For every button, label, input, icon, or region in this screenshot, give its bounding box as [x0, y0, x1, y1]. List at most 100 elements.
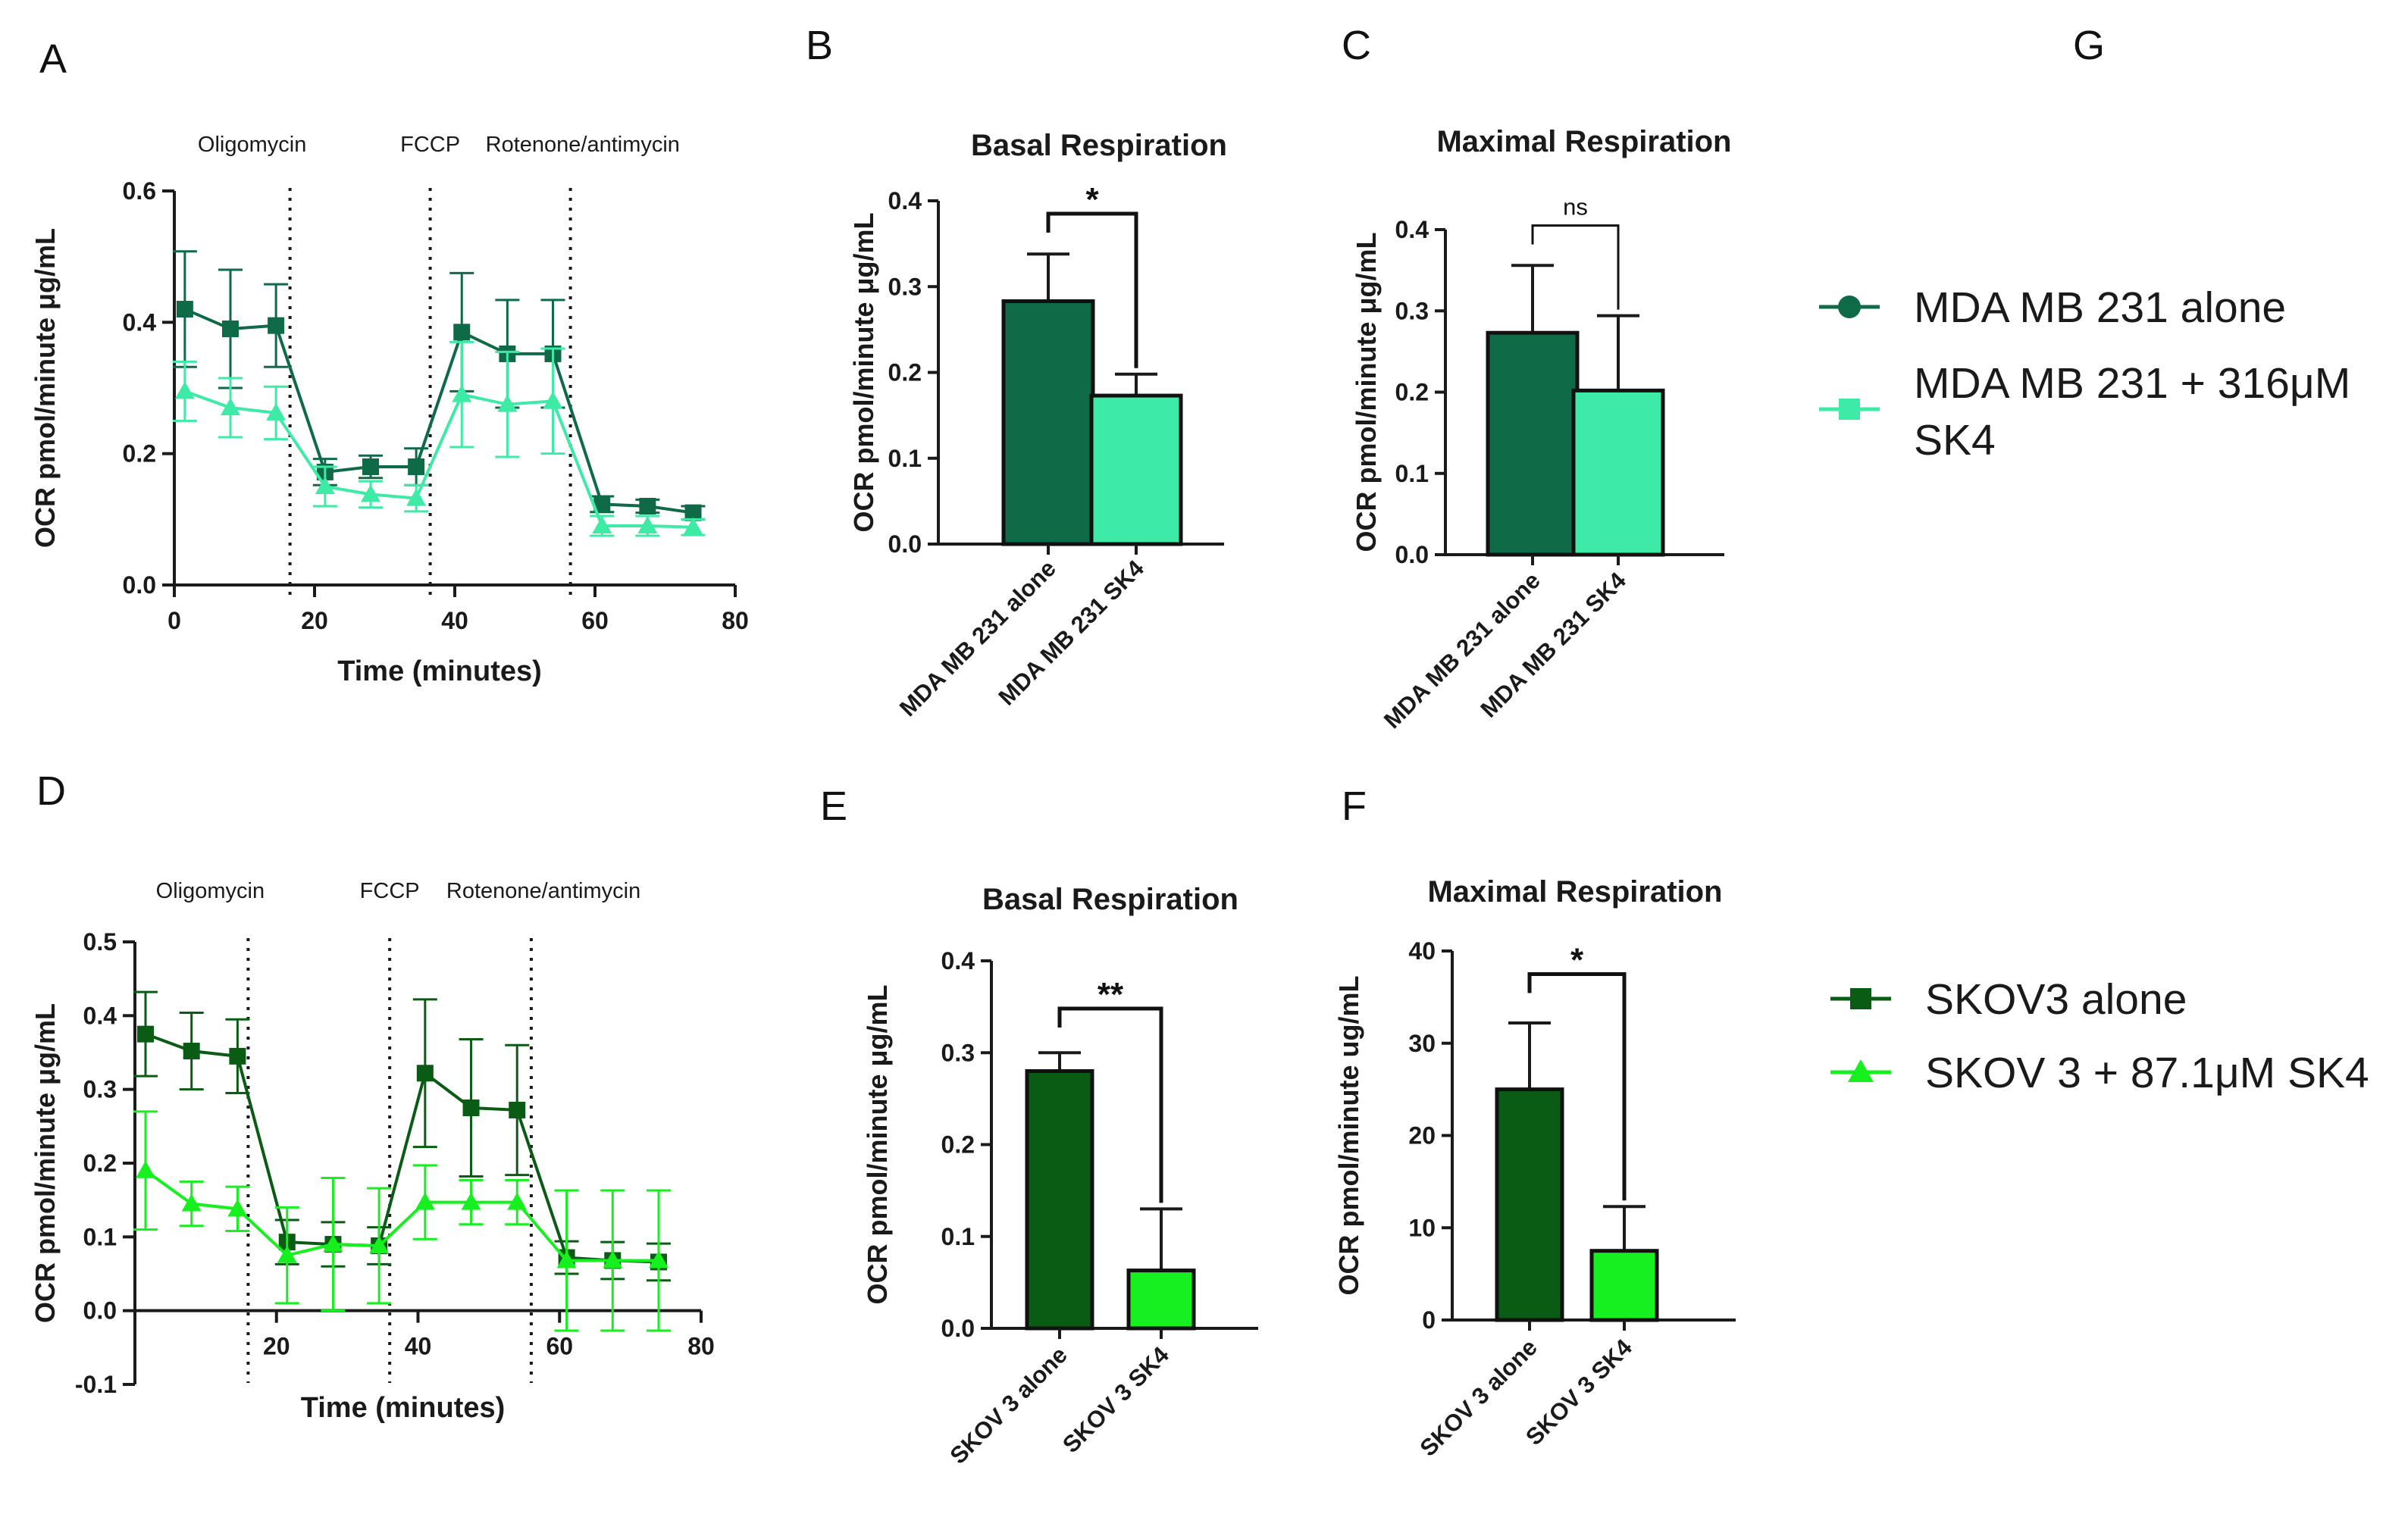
- significance-bracket: [1057, 1006, 1163, 1203]
- y-tick-label: 0.5: [83, 928, 117, 956]
- y-tick-label: 0.4: [123, 308, 157, 336]
- x-tick-label: 0: [168, 607, 181, 634]
- data-point-1: [227, 1199, 248, 1217]
- category-label: SKOV 3 SK4: [1057, 1341, 1174, 1458]
- category-label: MDA MB 231 alone: [894, 555, 1061, 721]
- x-tick-label: 80: [722, 607, 749, 634]
- data-point-1: [461, 1192, 481, 1210]
- legend-label-skov-alone: SKOV3 alone: [1925, 975, 2187, 1024]
- legend-bottom: SKOV3 alone SKOV 3 + 87.1μM SK4: [1830, 975, 2369, 1097]
- x-tick-label: 80: [687, 1333, 715, 1360]
- data-point-0: [593, 496, 611, 513]
- data-point-1: [136, 1160, 156, 1178]
- y-tick-label: 0.3: [1395, 297, 1429, 324]
- y-tick-label: 0.4: [888, 187, 922, 214]
- x-tick-label: 60: [581, 607, 609, 634]
- panel-f: Maximal Respiration 0 10 20 30 40 OCR pmol/min…: [1333, 875, 1736, 1462]
- legend-label-mda-alone: MDA MB 231 alone: [1914, 283, 2286, 332]
- data-point-1: [323, 1234, 343, 1253]
- data-point-1: [174, 381, 195, 399]
- chart-title: Basal Respiration: [971, 129, 1227, 162]
- y-tick-label: 0: [1422, 1306, 1436, 1334]
- y-axis-label: OCR pmol/minute μg/mL: [1351, 232, 1382, 552]
- significance-bracket: [1531, 224, 1620, 310]
- panel-letter-d: D: [36, 768, 66, 814]
- data-point-1: [637, 516, 658, 533]
- data-point-0: [684, 504, 702, 521]
- data-point-1: [181, 1193, 202, 1212]
- y-tick-label: 0.0: [888, 530, 922, 558]
- data-point-1: [497, 394, 518, 412]
- bar: [1486, 330, 1580, 557]
- y-tick-label: 0.2: [941, 1131, 975, 1159]
- data-point-0: [183, 1043, 200, 1060]
- category-label: MDA MB 231 SK4: [1476, 567, 1632, 723]
- data-point-1: [543, 391, 563, 409]
- data-point-1: [277, 1245, 297, 1263]
- y-tick-label: 0.2: [83, 1150, 117, 1177]
- data-point-1: [315, 477, 335, 494]
- series-line-0: [145, 1032, 659, 1264]
- data-point-1: [221, 398, 240, 415]
- y-axis-label: OCR pmol/minute μg/mL: [30, 1003, 61, 1323]
- panel-letter-g: G: [2073, 23, 2105, 68]
- panel-letter-b: B: [806, 23, 833, 68]
- series-line-1: [144, 1169, 659, 1262]
- panel-letter-e: E: [820, 784, 847, 829]
- data-point-1: [452, 384, 472, 402]
- x-tick-label: 20: [263, 1333, 290, 1360]
- injection-label: FCCP: [400, 133, 460, 157]
- bar: [1089, 393, 1183, 546]
- data-point-1: [406, 488, 427, 506]
- x-axis-label: Time (minutes): [337, 655, 542, 687]
- x-axis-label: Time (minutes): [301, 1392, 506, 1424]
- x-tick-label: 40: [441, 607, 468, 634]
- category-label: SKOV 3 alone: [944, 1341, 1072, 1469]
- y-tick-label: 0.3: [888, 273, 922, 300]
- y-tick-label: 0.0: [123, 571, 156, 599]
- x-tick-label: 60: [546, 1333, 573, 1360]
- y-axis-label: OCR pmol/minute μg/mL: [862, 984, 893, 1304]
- significance-bracket: [1046, 211, 1138, 368]
- y-tick-label: 0.0: [83, 1297, 117, 1325]
- y-tick-label: 20: [1408, 1122, 1436, 1150]
- bar: [1589, 1249, 1659, 1322]
- y-tick-label: 40: [1408, 937, 1436, 965]
- data-point-1: [361, 484, 380, 502]
- bar: [1126, 1268, 1196, 1331]
- category-label: MDA MB 231 alone: [1379, 567, 1545, 734]
- y-tick-label: 0.0: [941, 1315, 975, 1342]
- y-tick-label: 0.4: [83, 1002, 117, 1029]
- legend-marker-skov-sk4: [1848, 1059, 1874, 1082]
- x-tick-label: 40: [405, 1333, 432, 1360]
- data-point-0: [229, 1047, 246, 1065]
- data-point-1: [592, 516, 612, 533]
- legend-marker-skov-alone: [1850, 988, 1871, 1009]
- significance-label: *: [1085, 181, 1099, 218]
- panel-letter-c: C: [1342, 23, 1371, 68]
- chart-title: Maximal Respiration: [1427, 875, 1722, 909]
- injection-label: Rotenone/antimycin: [446, 879, 640, 903]
- panel-c: Maximal Respiration 0.0 0.1 0.2 0.3 0.4 OCR pm…: [1351, 125, 1732, 734]
- series-line-1: [184, 389, 694, 529]
- significance-label: ns: [1563, 194, 1588, 221]
- y-tick-label: -0.1: [75, 1371, 117, 1398]
- legend-label-skov-sk4: SKOV 3 + 87.1μM SK4: [1925, 1049, 2369, 1097]
- bar: [1571, 388, 1665, 557]
- panel-letter-f: F: [1342, 784, 1367, 829]
- data-point-0: [176, 301, 193, 318]
- data-point-0: [362, 458, 379, 475]
- data-point-1: [415, 1192, 435, 1210]
- bar: [1001, 299, 1095, 546]
- data-point-1: [369, 1236, 390, 1254]
- y-tick-label: 0.6: [123, 177, 156, 205]
- data-point-0: [453, 324, 471, 341]
- panel-b: Basal Respiration 0.0 0.1 0.2 0.3 0.4 OCR pmol…: [848, 129, 1227, 721]
- x-tick-label: 20: [301, 607, 328, 634]
- data-point-0: [639, 498, 656, 515]
- bar: [1025, 1069, 1094, 1331]
- panel-letter-a: A: [39, 36, 67, 82]
- y-axis-label: OCR pmol/minute ug/mL: [1333, 976, 1364, 1296]
- significance-label: **: [1098, 976, 1124, 1013]
